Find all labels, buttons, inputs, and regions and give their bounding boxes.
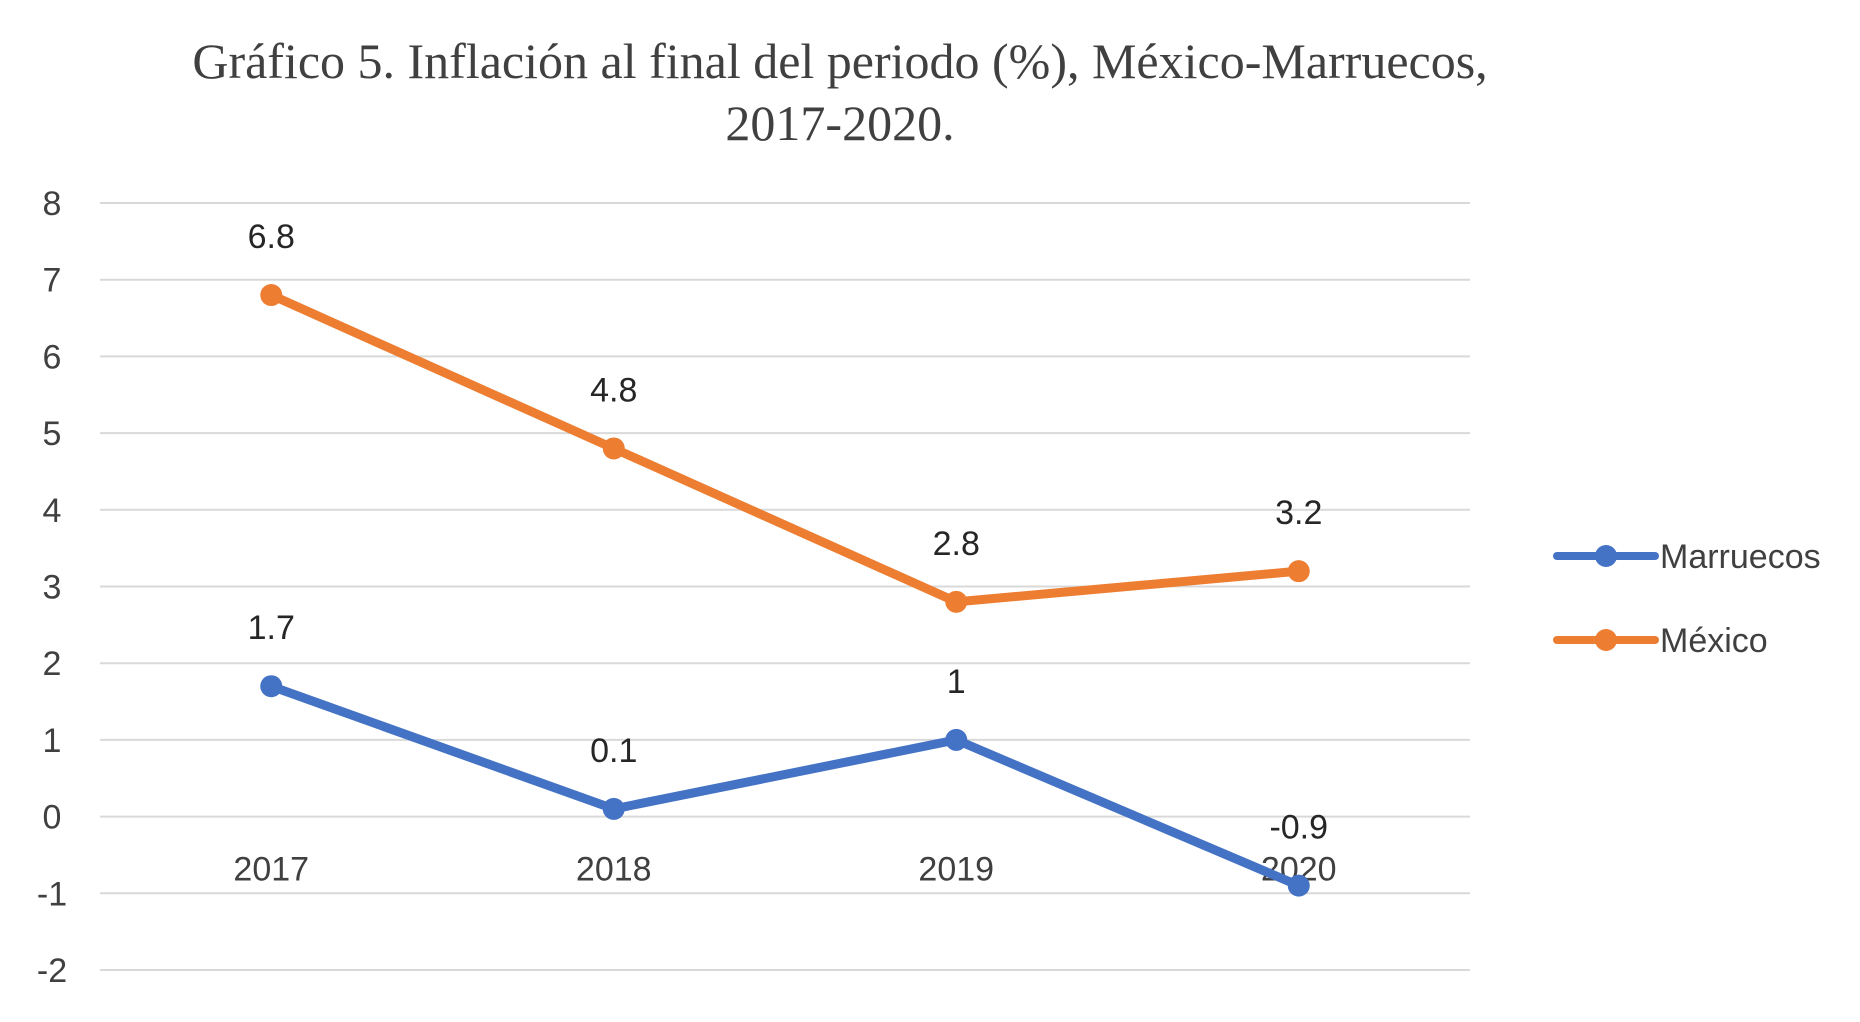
chart-title: Gráfico 5. Inflación al final del period…	[192, 33, 1488, 151]
y-tick-label: 0	[43, 799, 62, 837]
data-label: 4.8	[590, 371, 637, 409]
data-labels: 1.7 0.1 1 -0.9 6.8 4.8 2.8 3.2	[248, 218, 1328, 847]
series-line	[266, 681, 1304, 891]
data-label: 2.8	[933, 525, 980, 563]
data-point	[1287, 560, 1310, 583]
y-tick-label: 3	[43, 569, 62, 607]
data-point	[1287, 874, 1310, 897]
data-point	[602, 437, 625, 460]
y-tick-label: -2	[37, 952, 67, 990]
y-tick-label: 8	[43, 185, 62, 223]
data-label: 1.7	[248, 609, 295, 647]
series-lines	[266, 290, 1304, 891]
legend: Marruecos México	[1553, 538, 1821, 660]
data-label: 6.8	[248, 218, 295, 256]
y-tick-label: 6	[43, 338, 62, 376]
data-point	[260, 675, 283, 698]
y-tick-label: 5	[43, 415, 62, 453]
y-tick-label: -1	[37, 875, 67, 913]
y-tick-label: 1	[43, 722, 62, 760]
y-tick-label: 7	[43, 262, 62, 300]
data-point	[602, 797, 625, 820]
series-line	[266, 290, 1304, 607]
legend-label: México	[1660, 622, 1768, 660]
gridlines	[100, 202, 1470, 971]
x-tick-label: 2017	[233, 851, 309, 889]
data-label: -0.9	[1269, 809, 1328, 847]
data-label: 0.1	[590, 732, 637, 770]
y-tick-label: 4	[43, 492, 62, 530]
data-label: 3.2	[1275, 494, 1322, 532]
x-axis-ticks: 2017 2018 2019 2020	[233, 851, 1336, 889]
y-tick-label: 2	[43, 645, 62, 683]
data-point	[945, 728, 968, 751]
legend-label: Marruecos	[1660, 538, 1821, 576]
data-point	[945, 590, 968, 613]
legend-marker	[1595, 545, 1617, 567]
y-axis-ticks: -2 -1 0 1 2 3 4 5 6 7 8	[37, 185, 67, 990]
legend-marker	[1595, 629, 1617, 651]
x-tick-label: 2018	[576, 851, 652, 889]
data-label: 1	[947, 663, 966, 701]
series-points	[260, 284, 1310, 897]
x-tick-label: 2019	[918, 851, 994, 889]
data-point	[260, 284, 283, 307]
